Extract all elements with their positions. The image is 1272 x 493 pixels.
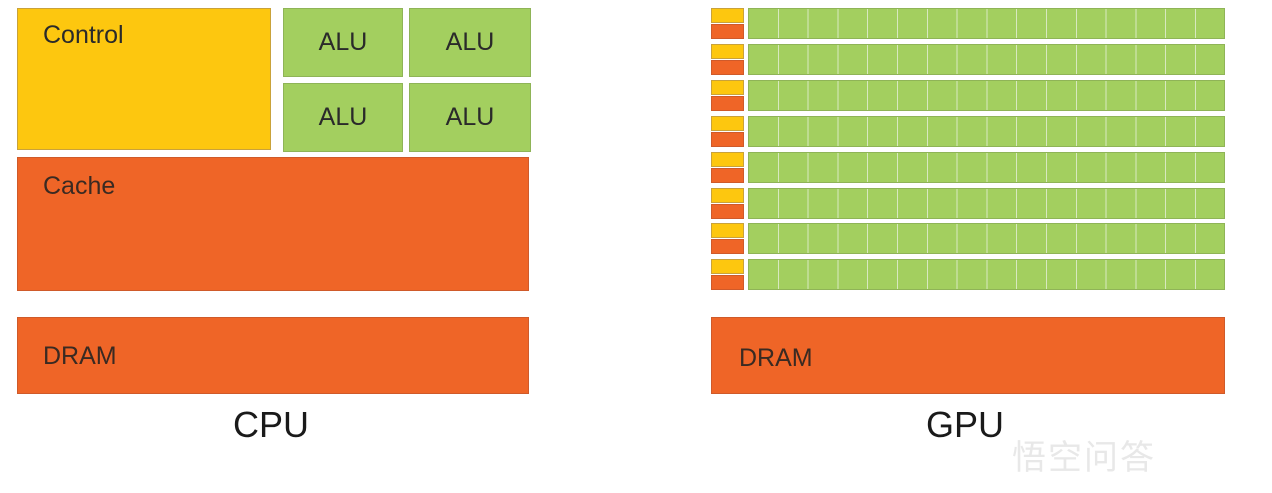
gpu-control-cell <box>711 151 744 167</box>
gpu-alu-row <box>748 79 1225 111</box>
gpu-row <box>711 223 1225 255</box>
gpu-core-grid <box>711 8 1225 291</box>
gpu-row <box>711 151 1225 183</box>
gpu-control-cell <box>711 223 744 239</box>
cpu-alu-label: ALU <box>445 103 495 131</box>
gpu-caption: GPU <box>925 404 1004 445</box>
gpu-control-cell <box>711 43 744 59</box>
cpu-alu-block: ALU <box>283 83 403 152</box>
gpu-row <box>711 43 1225 75</box>
gpu-control-cell <box>711 8 744 23</box>
gpu-control-cell <box>711 259 744 275</box>
gpu-alu-row <box>748 223 1225 255</box>
gpu-cache-cell <box>711 95 744 111</box>
gpu-control-cell <box>711 79 744 95</box>
gpu-control-cell <box>711 115 744 131</box>
cpu-alu-block: ALU <box>409 83 531 152</box>
gpu-alu-row <box>748 8 1225 39</box>
cpu-dram-block: DRAM <box>17 317 529 394</box>
cpu-alu-block: ALU <box>283 8 403 77</box>
watermark: 悟空问答 <box>1012 432 1262 478</box>
gpu-row <box>711 79 1225 111</box>
gpu-cache-cell <box>711 275 744 291</box>
cpu-cache-block: Cache <box>17 157 529 291</box>
cpu-dram-label: DRAM <box>43 342 117 370</box>
gpu-cache-cell <box>711 59 744 75</box>
gpu-alu-row <box>748 43 1225 75</box>
gpu-cache-cell <box>711 24 744 39</box>
cpu-caption: CPU <box>232 404 309 445</box>
gpu-row <box>711 187 1225 219</box>
cpu-control-label: Control <box>43 21 124 49</box>
cpu-alu-block: ALU <box>409 8 531 77</box>
cpu-alu-label: ALU <box>318 28 368 56</box>
cpu-alu-label: ALU <box>445 28 495 56</box>
gpu-control-cell <box>711 187 744 203</box>
gpu-dram-block: DRAM <box>711 317 1225 394</box>
gpu-row <box>711 8 1225 39</box>
gpu-row <box>711 115 1225 147</box>
gpu-alu-row <box>748 151 1225 183</box>
gpu-cache-cell <box>711 131 744 147</box>
gpu-row <box>711 259 1225 291</box>
cpu-alu-label: ALU <box>318 103 368 131</box>
gpu-alu-row <box>748 115 1225 147</box>
cpu-control-block: Control <box>17 8 271 150</box>
watermark-text: 悟空问答 <box>1012 437 1156 478</box>
gpu-cache-cell <box>711 239 744 255</box>
gpu-alu-row <box>748 259 1225 291</box>
gpu-cache-cell <box>711 203 744 219</box>
gpu-alu-row <box>748 187 1225 219</box>
cpu-cache-label: Cache <box>43 172 116 200</box>
gpu-dram-label: DRAM <box>739 344 813 372</box>
gpu-cache-cell <box>711 167 744 183</box>
